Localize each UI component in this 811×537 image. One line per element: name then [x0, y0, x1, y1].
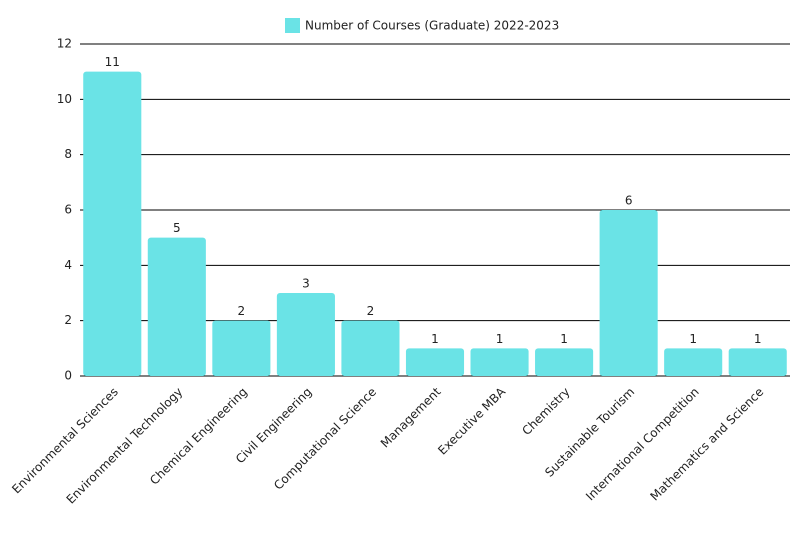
y-tick-label: 4	[64, 258, 72, 272]
legend-label: Number of Courses (Graduate) 2022-2023	[305, 19, 559, 33]
bar	[341, 320, 400, 376]
data-label: 5	[173, 221, 181, 235]
data-label: 1	[754, 332, 762, 346]
y-tick-label: 8	[64, 147, 72, 161]
y-tick-label: 2	[64, 313, 72, 327]
data-label: 1	[689, 332, 697, 346]
x-tick-label: Executive MBA	[435, 384, 508, 457]
data-label: 6	[625, 194, 633, 208]
y-tick-label: 0	[64, 369, 72, 383]
legend-swatch	[285, 18, 300, 33]
bar	[664, 348, 723, 376]
bar	[212, 320, 271, 376]
data-label: 1	[560, 332, 568, 346]
data-label: 1	[496, 332, 504, 346]
bar	[470, 348, 529, 376]
y-tick-label: 6	[64, 203, 72, 217]
bar	[405, 348, 465, 376]
x-tick-label: International Competition	[583, 385, 702, 504]
x-tick-label: Environmental Sciences	[9, 385, 121, 497]
data-label: 3	[302, 277, 310, 291]
x-tick-label: Chemistry	[519, 385, 572, 438]
data-label: 2	[367, 304, 375, 318]
x-tick-label: Mathematics and Science	[647, 385, 766, 504]
bar	[535, 348, 594, 376]
bar	[147, 237, 206, 376]
x-tick-label: Environmental Technology	[64, 385, 186, 507]
y-tick-label: 12	[57, 37, 72, 51]
x-tick-label: Management	[378, 384, 444, 450]
bar	[276, 293, 335, 376]
bar	[599, 210, 658, 376]
data-label: 1	[431, 332, 439, 346]
data-label: 2	[238, 304, 246, 318]
bar	[728, 348, 787, 376]
bar	[83, 71, 142, 377]
data-label: 11	[105, 55, 120, 69]
y-tick-label: 10	[57, 92, 72, 106]
